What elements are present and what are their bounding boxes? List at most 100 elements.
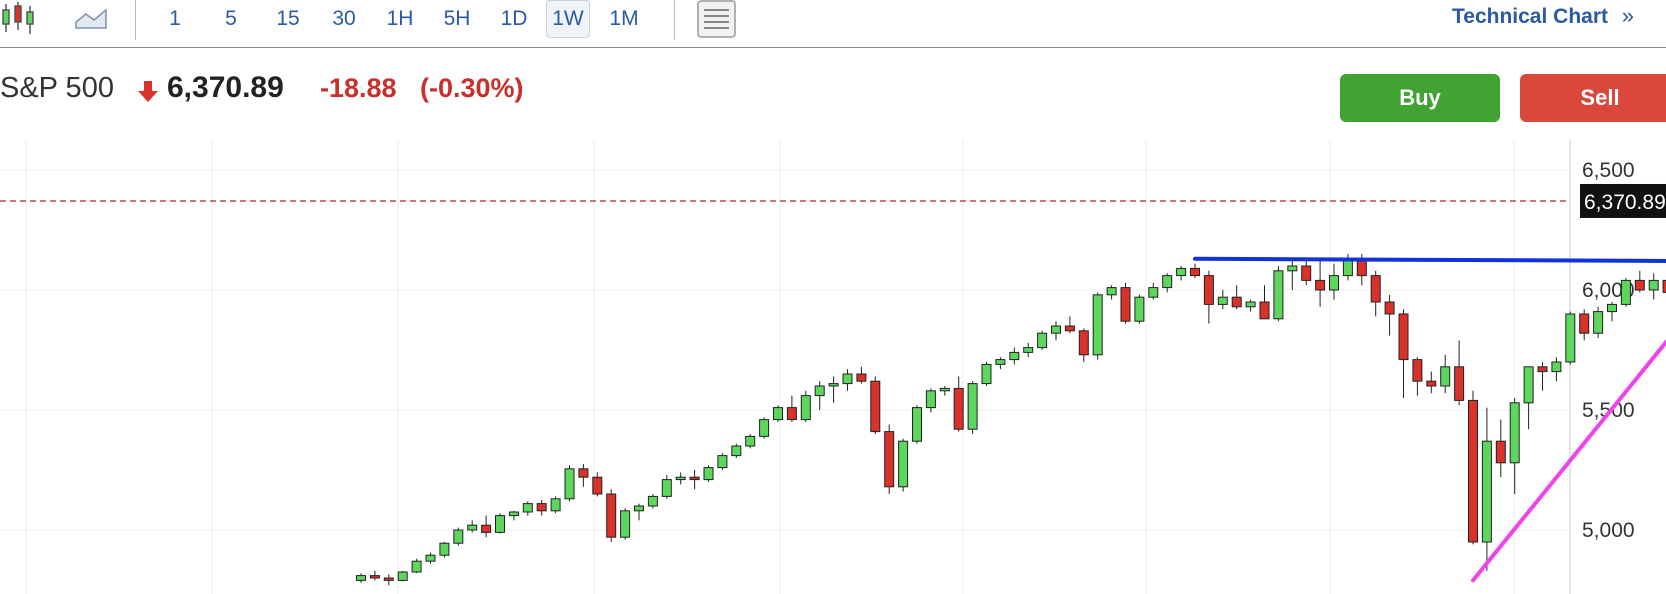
chart-toolbar: 1 5 15 30 1H 5H 1D 1W 1M Technical Chart… — [0, 0, 1666, 48]
candle — [1481, 440, 1492, 543]
candle — [1565, 313, 1576, 363]
candle — [1092, 294, 1103, 356]
candle — [800, 395, 811, 421]
toolbar-divider — [135, 0, 136, 40]
interval-5h[interactable]: 5H — [443, 7, 471, 30]
candle — [1301, 265, 1312, 281]
interval-30[interactable]: 30 — [332, 7, 356, 30]
candle — [495, 515, 505, 533]
candle — [536, 503, 547, 512]
candle — [1537, 366, 1548, 373]
candle — [1620, 279, 1631, 305]
candle — [1468, 399, 1478, 543]
candle — [439, 542, 450, 556]
candle — [1106, 287, 1117, 296]
last-price-badge — [1580, 183, 1666, 218]
candle — [1370, 275, 1381, 303]
candle — [661, 479, 672, 497]
candle — [731, 445, 742, 457]
candle — [898, 440, 909, 488]
resistance-line — [1193, 256, 1666, 263]
candle — [814, 385, 825, 397]
sell-button[interactable]: Sell — [1520, 74, 1666, 122]
candle — [1037, 332, 1048, 349]
candle — [578, 468, 589, 478]
toolbar-divider — [674, 0, 675, 40]
candle — [773, 407, 783, 421]
candlestick-icon[interactable] — [0, 0, 40, 40]
candle — [1009, 351, 1020, 361]
candle — [689, 476, 700, 481]
interval-1d[interactable]: 1D — [500, 7, 528, 30]
line-chart-icon[interactable] — [72, 0, 112, 40]
candle — [870, 380, 881, 433]
candle — [1064, 325, 1075, 332]
price-change-percent: (-0.30%) — [420, 73, 524, 103]
candle — [369, 575, 380, 579]
candle — [856, 373, 867, 382]
candle — [1551, 361, 1562, 373]
candle — [1607, 303, 1617, 313]
candle — [1162, 275, 1173, 289]
candle — [717, 455, 728, 469]
interval-1h[interactable]: 1H — [386, 7, 414, 30]
layout-icon[interactable] — [696, 0, 738, 40]
candle — [508, 511, 519, 517]
buy-button[interactable]: Buy — [1340, 74, 1500, 122]
candle — [1217, 296, 1228, 305]
candle — [703, 467, 714, 481]
arrow-down-icon — [138, 81, 158, 108]
candle — [1495, 440, 1506, 464]
candle — [1176, 267, 1187, 277]
candle — [620, 510, 631, 538]
candle — [1579, 313, 1590, 334]
candle — [995, 359, 1006, 365]
candle — [1134, 296, 1145, 322]
candle — [453, 529, 464, 544]
candle — [1440, 366, 1451, 387]
candle — [1245, 301, 1256, 308]
interval-5[interactable]: 5 — [225, 7, 237, 30]
double-chevron-right-icon[interactable]: » — [1621, 3, 1634, 28]
candle — [1648, 279, 1659, 291]
candle — [1078, 330, 1089, 356]
interval-15[interactable]: 15 — [276, 7, 300, 30]
candle — [1412, 359, 1423, 382]
interval-1[interactable]: 1 — [169, 7, 181, 30]
candle — [411, 560, 422, 573]
candle — [1634, 279, 1645, 291]
candle — [592, 476, 603, 495]
candle — [1426, 380, 1437, 387]
candle — [981, 363, 992, 385]
candle — [564, 468, 575, 500]
candle — [884, 431, 895, 488]
last-price: 6,370.89 — [167, 71, 284, 104]
candle — [1593, 311, 1604, 334]
candle — [1384, 301, 1395, 315]
candle — [397, 571, 408, 581]
last-price-badge-label: 6,370.89 — [1584, 191, 1666, 214]
candle — [1023, 347, 1034, 353]
candle — [425, 554, 436, 562]
candle — [1273, 270, 1284, 320]
candle — [1148, 287, 1159, 298]
interval-1m[interactable]: 1M — [609, 7, 639, 30]
candle — [550, 498, 561, 512]
candle — [925, 390, 936, 409]
interval-1w[interactable]: 1W — [546, 0, 590, 38]
trend-line — [1471, 339, 1666, 583]
candle — [634, 505, 644, 512]
price-change: -18.88 — [320, 73, 397, 103]
candle — [1203, 275, 1214, 305]
candle — [1315, 279, 1326, 291]
candle — [1231, 296, 1242, 308]
candle — [1329, 275, 1339, 291]
candle — [842, 373, 853, 385]
candle — [1454, 366, 1465, 401]
candle — [1509, 402, 1520, 464]
candle — [786, 407, 797, 421]
candle — [828, 383, 839, 387]
technical-chart-link[interactable]: Technical Chart — [1452, 5, 1608, 28]
candle — [967, 383, 978, 430]
